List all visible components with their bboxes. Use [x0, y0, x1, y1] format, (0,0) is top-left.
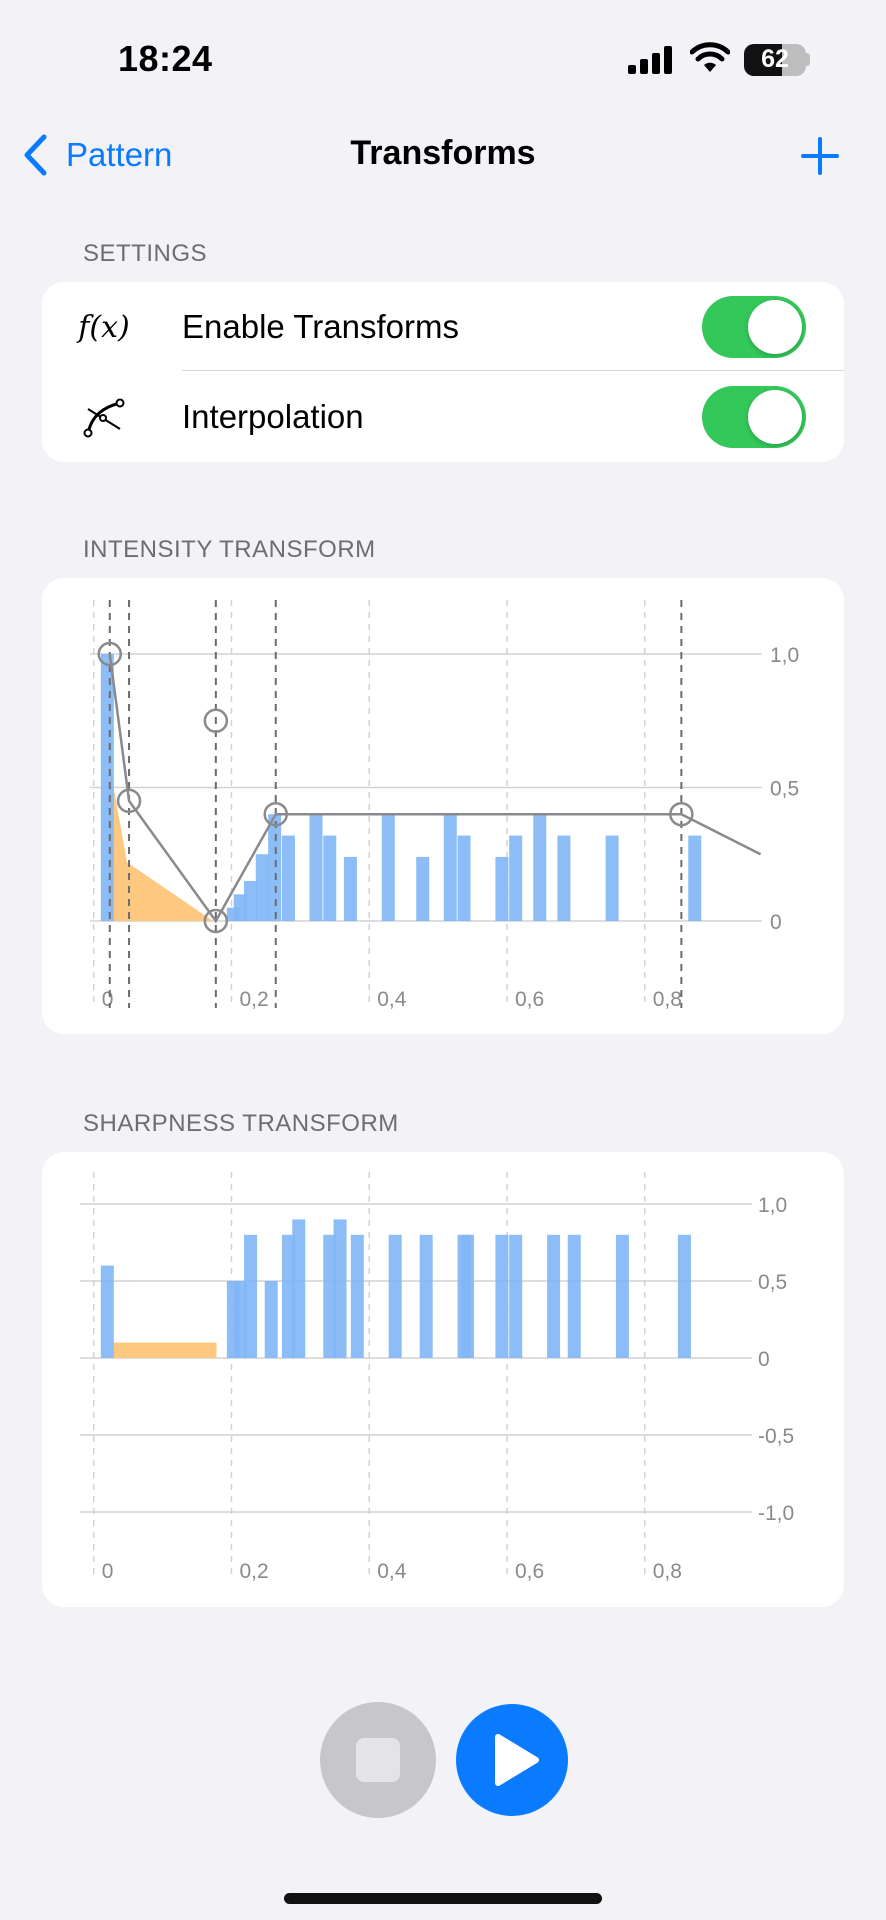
intensity-bar — [343, 856, 357, 921]
back-button-label: Pattern — [66, 136, 173, 173]
battery-level: 62 — [761, 45, 789, 73]
cellular-signal-icon — [628, 46, 672, 74]
sharpness-bar — [615, 1234, 629, 1358]
intensity-bar — [533, 814, 547, 921]
intensity-control-handle — [263, 801, 288, 827]
enable-transforms-label: Enable Transforms — [182, 308, 459, 345]
add-icon[interactable] — [800, 136, 840, 176]
interpolation-toggle[interactable] — [702, 386, 806, 448]
intensity-control-handle — [203, 708, 229, 733]
sharpness-bar — [677, 1234, 691, 1358]
sharpness-xtick-label: 0 — [102, 1560, 114, 1583]
intensity-xtick-label: 0,6 — [515, 988, 544, 1011]
battery-icon: 62 — [744, 44, 806, 76]
intensity-control-handle — [97, 641, 123, 667]
intensity-xtick-label: 0,8 — [653, 988, 682, 1011]
intensity-bar — [309, 814, 323, 921]
intensity-bar — [255, 854, 269, 921]
intensity-ytick-label: 1,0 — [770, 644, 799, 667]
sharpness-bar — [567, 1234, 581, 1358]
intensity-card: 0 0,5 1,0 0 0,2 0,4 0,6 0,8 — [42, 578, 844, 1034]
intensity-bar — [688, 835, 702, 921]
intensity-control-handle — [669, 801, 694, 827]
play-icon — [495, 1734, 539, 1786]
intensity-bar — [509, 835, 523, 921]
sharpness-bar — [281, 1234, 295, 1358]
sharpness-bar — [350, 1234, 364, 1358]
enable-transforms-row[interactable]: f(x) Enable Transforms — [42, 282, 844, 372]
sharpness-ytick-label: -1,0 — [758, 1502, 794, 1525]
intensity-bar — [268, 814, 282, 921]
intensity-bar — [557, 835, 571, 921]
sharpness-bar — [244, 1234, 258, 1358]
sharpness-chart[interactable]: 1,0 0,5 0 -0,5 -1,0 0 0,2 0,4 0,6 0,8 — [42, 1152, 844, 1607]
sharpness-bar — [100, 1265, 114, 1358]
intensity-xtick-label: 0,2 — [240, 988, 269, 1011]
intensity-bar — [605, 835, 619, 921]
sharpness-bar — [264, 1281, 278, 1358]
intensity-bar — [100, 654, 114, 921]
status-time: 18:24 — [118, 38, 213, 79]
sharpness-bar — [419, 1234, 433, 1358]
sharpness-bar — [495, 1234, 509, 1358]
intensity-bar — [323, 835, 337, 921]
sharpness-section-header: SHARPNESS TRANSFORM — [83, 1110, 399, 1137]
intensity-xtick-label: 0 — [102, 988, 114, 1011]
sharpness-ytick-label: 0,5 — [758, 1271, 787, 1294]
sharpness-xtick-label: 0,2 — [240, 1560, 269, 1583]
interpolation-label: Interpolation — [182, 398, 364, 435]
sharpness-bar — [333, 1219, 347, 1358]
intensity-bar — [495, 856, 509, 921]
sharpness-bar — [292, 1219, 306, 1358]
intensity-control-handle — [116, 788, 142, 814]
intensity-bar — [457, 835, 471, 921]
sharpness-bar — [233, 1281, 247, 1358]
sharpness-ytick-label: 0 — [758, 1348, 770, 1371]
sharpness-ytick-label: 1,0 — [758, 1194, 787, 1217]
sharpness-bar — [509, 1234, 523, 1358]
settings-card: f(x) Enable Transforms Interpolation — [42, 282, 844, 462]
row-separator — [182, 370, 844, 371]
home-indicator — [284, 1893, 602, 1904]
enable-transforms-toggle[interactable] — [702, 296, 806, 358]
sharpness-bar — [323, 1234, 337, 1358]
stop-button[interactable] — [320, 1702, 436, 1818]
intensity-transform-curve — [108, 653, 762, 924]
chevron-left-icon — [24, 134, 47, 176]
settings-section-header: SETTINGS — [83, 240, 208, 267]
sharpness-bar — [547, 1234, 561, 1358]
curve-icon — [78, 391, 130, 443]
intensity-ytick-label: 0 — [770, 911, 782, 934]
battery-nub — [806, 53, 810, 66]
intensity-bar — [416, 856, 430, 921]
intensity-bar — [233, 894, 247, 921]
intensity-section-header: INTENSITY TRANSFORM — [83, 536, 376, 563]
interpolation-row[interactable]: Interpolation — [42, 372, 844, 462]
intensity-bar — [281, 835, 295, 921]
sharpness-ytick-label: -0,5 — [758, 1425, 794, 1448]
stop-icon — [356, 1738, 400, 1782]
wifi-icon — [690, 42, 730, 72]
intensity-transform-area — [109, 766, 214, 921]
sharpness-xtick-label: 0,8 — [653, 1560, 682, 1583]
sharpness-xtick-label: 0,6 — [515, 1560, 544, 1583]
sharpness-card: 1,0 0,5 0 -0,5 -1,0 0 0,2 0,4 0,6 0,8 — [42, 1152, 844, 1607]
intensity-bar — [443, 814, 457, 921]
intensity-control-handle — [203, 908, 229, 934]
intensity-chart[interactable]: 0 0,5 1,0 0 0,2 0,4 0,6 0,8 — [42, 578, 844, 1034]
function-icon: f(x) — [78, 309, 130, 345]
page-title: Transforms — [350, 134, 536, 172]
intensity-xtick-label: 0,4 — [377, 988, 407, 1011]
back-button[interactable]: Pattern — [22, 130, 172, 180]
intensity-bar — [244, 880, 258, 921]
play-button[interactable] — [456, 1704, 568, 1816]
sharpness-bar — [460, 1234, 474, 1358]
sharpness-xtick-label: 0,4 — [377, 1560, 407, 1583]
intensity-bar — [381, 814, 395, 921]
sharpness-transform-band — [113, 1342, 217, 1358]
sharpness-bar — [388, 1234, 402, 1358]
intensity-ytick-label: 0,5 — [770, 778, 799, 801]
